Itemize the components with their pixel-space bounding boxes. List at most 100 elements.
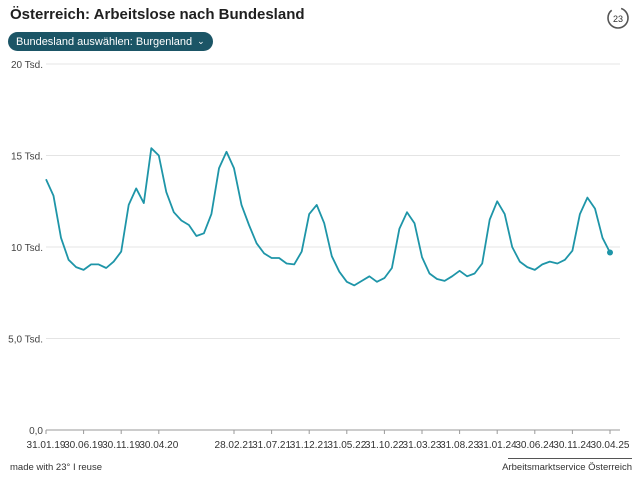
data-point — [518, 260, 521, 263]
x-tick-label: 30.04.25 — [591, 440, 630, 451]
data-point — [421, 256, 424, 259]
data-point — [526, 266, 529, 269]
made-with-credit[interactable]: made with 23° I reuse — [10, 462, 102, 473]
data-point — [443, 279, 446, 282]
data-point — [263, 252, 266, 255]
data-point — [52, 194, 55, 197]
data-point — [187, 224, 190, 227]
data-point — [323, 222, 326, 225]
data-point — [511, 246, 514, 249]
x-tick-label: 31.03.23 — [403, 440, 442, 451]
data-point — [82, 268, 85, 271]
data-point — [240, 203, 243, 206]
data-point — [436, 278, 439, 281]
x-tick-label: 31.12.21 — [290, 440, 329, 451]
y-tick-label: 10 Tsd. — [11, 243, 43, 254]
source-credit[interactable]: Arbeitsmarktservice Österreich — [502, 462, 632, 473]
data-point — [368, 275, 371, 278]
data-point — [195, 235, 198, 238]
data-point — [496, 200, 499, 203]
x-tick-label: 31.10.22 — [365, 440, 404, 451]
x-tick-label: 31.05.22 — [327, 440, 366, 451]
data-point — [315, 203, 318, 206]
data-point — [127, 203, 130, 206]
data-point — [300, 250, 303, 253]
page-title: Österreich: Arbeitslose nach Bundesland — [10, 6, 305, 23]
data-point — [112, 260, 115, 263]
x-tick-label: 30.06.24 — [515, 440, 554, 451]
data-point — [458, 269, 461, 272]
source-divider — [508, 458, 632, 459]
data-point — [255, 242, 258, 245]
x-tick-label: 31.01.19 — [27, 440, 66, 451]
data-point — [360, 279, 363, 282]
data-point — [60, 236, 63, 239]
data-point — [428, 272, 431, 275]
x-tick-label: 30.04.20 — [139, 440, 178, 451]
data-point — [278, 256, 281, 259]
data-point — [180, 219, 183, 222]
data-point — [338, 270, 341, 273]
last-data-point — [607, 249, 613, 256]
x-tick-label: 31.08.23 — [440, 440, 479, 451]
data-point — [398, 227, 401, 230]
data-point — [90, 263, 93, 266]
data-point — [97, 263, 100, 266]
data-point — [556, 262, 559, 265]
data-point — [210, 213, 213, 216]
data-point — [481, 262, 484, 265]
data-point — [270, 256, 273, 259]
data-point — [593, 207, 596, 210]
svg-text:23: 23 — [613, 14, 623, 24]
y-tick-label: 15 Tsd. — [11, 152, 43, 163]
y-tick-label: 5,0 Tsd. — [8, 335, 43, 346]
data-point — [135, 187, 138, 190]
bundesland-dropdown[interactable]: Bundesland auswählen: Burgenland ⌄ — [8, 32, 213, 51]
data-point — [330, 255, 333, 258]
data-point — [533, 268, 536, 271]
data-point — [45, 178, 48, 181]
data-point — [503, 213, 506, 216]
data-point — [285, 262, 288, 265]
data-point — [548, 260, 551, 263]
data-point — [601, 236, 604, 239]
data-point — [165, 191, 168, 194]
data-point — [571, 249, 574, 252]
data-point — [390, 267, 393, 270]
chevron-down-icon: ⌄ — [197, 36, 205, 46]
data-point — [217, 167, 220, 170]
data-point — [345, 280, 348, 283]
x-tick-label: 28.02.21 — [215, 440, 254, 451]
logo-icon: 23 — [607, 7, 629, 29]
data-point — [405, 211, 408, 214]
dropdown-label: Bundesland auswählen: Burgenland — [16, 35, 193, 48]
data-point — [233, 167, 236, 170]
data-point — [413, 222, 416, 225]
x-tick-label: 30.11.24 — [553, 440, 592, 451]
data-point — [488, 218, 491, 221]
data-point — [466, 275, 469, 278]
data-point — [142, 202, 145, 205]
data-point — [353, 284, 356, 287]
data-point — [202, 232, 205, 235]
data-point — [375, 280, 378, 283]
data-point — [120, 250, 123, 253]
data-point — [157, 154, 160, 157]
data-point — [248, 224, 251, 227]
x-tick-label: 30.11.19 — [102, 440, 141, 451]
series-line — [45, 147, 611, 287]
data-point — [586, 196, 589, 199]
y-tick-label: 20 Tsd. — [11, 60, 43, 71]
data-point — [75, 266, 78, 269]
data-point — [578, 213, 581, 216]
data-point — [225, 150, 228, 153]
data-point — [293, 263, 296, 266]
data-point — [451, 275, 454, 278]
data-point — [150, 147, 153, 150]
data-point — [563, 258, 566, 261]
data-point — [541, 263, 544, 266]
line-chart: 0,0 5,0 Tsd. 10 Tsd. 15 Tsd. 20 Tsd. 31.01.19… — [8, 60, 630, 451]
data-point — [172, 211, 175, 214]
data-point — [308, 213, 311, 216]
data-point — [105, 267, 108, 270]
